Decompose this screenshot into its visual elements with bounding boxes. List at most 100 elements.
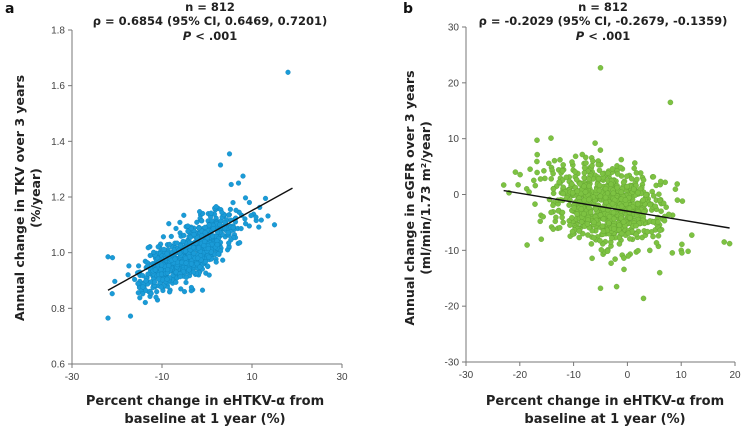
data-point <box>188 261 195 267</box>
data-point <box>534 151 540 158</box>
data-point <box>598 247 605 253</box>
data-point <box>537 176 544 182</box>
data-point <box>578 206 585 212</box>
data-point <box>168 233 174 239</box>
data-point <box>173 225 179 232</box>
x-tick-label: -10 <box>566 370 581 381</box>
data-point <box>219 209 225 216</box>
data-point <box>156 276 162 282</box>
data-point <box>534 158 540 165</box>
panel-label-b: b <box>403 1 413 17</box>
data-point <box>614 171 621 177</box>
data-point <box>581 170 588 176</box>
data-point <box>616 241 623 247</box>
regression-line <box>107 187 293 291</box>
data-point <box>647 247 653 254</box>
data-point <box>179 259 185 265</box>
data-point <box>214 242 220 248</box>
data-point <box>181 212 187 218</box>
data-point <box>633 223 639 229</box>
x-tick-label: 10 <box>246 372 258 383</box>
data-point <box>215 251 221 257</box>
data-point <box>653 240 660 246</box>
data-point <box>569 214 575 221</box>
y-tick-label: 1.2 <box>51 193 65 204</box>
data-point <box>532 201 538 207</box>
data-point <box>237 240 243 246</box>
data-point <box>153 294 159 300</box>
data-point <box>532 182 539 189</box>
data-point <box>159 262 165 268</box>
data-point <box>199 218 205 224</box>
data-point <box>152 279 158 285</box>
data-point <box>650 233 656 240</box>
data-point <box>655 219 661 225</box>
data-point <box>181 232 187 238</box>
data-point <box>658 208 664 214</box>
data-point <box>154 289 160 295</box>
data-point <box>597 237 603 244</box>
data-point <box>180 238 186 244</box>
data-point <box>635 201 641 207</box>
data-point <box>206 254 212 260</box>
data-point <box>188 284 194 291</box>
y-ticks: 0.6 0.8 1.0 1.2 1.4 1.6 1.8 <box>51 26 72 371</box>
data-point <box>617 164 624 171</box>
data-point <box>576 234 582 241</box>
data-point <box>183 274 189 280</box>
data-point <box>656 191 662 197</box>
data-point <box>253 214 259 220</box>
data-point <box>689 232 695 238</box>
data-point <box>624 173 630 180</box>
data-point <box>238 226 244 232</box>
data-point <box>183 279 189 286</box>
data-point <box>586 196 592 203</box>
data-point <box>569 189 576 196</box>
data-point <box>604 248 611 254</box>
data-point <box>127 313 134 319</box>
x-ticks: -30 -10 10 30 <box>65 364 348 383</box>
data-point <box>560 190 566 197</box>
data-point <box>553 214 559 221</box>
data-point <box>109 255 116 261</box>
data-point <box>597 285 604 292</box>
data-point <box>602 194 609 201</box>
data-point <box>208 210 214 216</box>
data-point <box>190 245 197 251</box>
data-point <box>256 224 262 230</box>
data-point <box>626 205 633 212</box>
p-rest: < .001 <box>191 29 237 43</box>
data-point <box>674 181 680 187</box>
data-point <box>226 240 232 246</box>
data-point <box>248 213 254 219</box>
data-point <box>226 212 232 218</box>
annotation-rho: ρ = 0.6854 (95% CI, 0.6469, 0.7201) <box>93 14 328 28</box>
data-point <box>633 231 639 238</box>
data-point <box>201 243 207 249</box>
data-point <box>582 189 589 195</box>
data-point <box>551 157 558 164</box>
data-point <box>136 263 142 269</box>
data-point <box>679 250 685 256</box>
data-point <box>588 241 595 247</box>
data-point <box>191 231 197 238</box>
data-point <box>145 271 151 277</box>
data-point <box>105 254 111 260</box>
data-point <box>667 99 674 106</box>
data-point <box>627 215 633 221</box>
data-point <box>672 186 679 192</box>
data-point <box>174 240 180 246</box>
panel-a: a n = 812 ρ = 0.6854 (95% CI, 0.6469, 0.… <box>5 0 348 427</box>
data-point <box>586 176 592 182</box>
data-point <box>610 209 617 216</box>
data-point <box>616 222 622 228</box>
data-point <box>634 176 640 183</box>
data-point <box>657 197 663 204</box>
data-point <box>531 177 537 184</box>
data-point <box>183 255 189 261</box>
data-point <box>125 272 131 278</box>
y-ticks: -30 -20 -10 0 10 20 30 <box>445 23 466 369</box>
data-point <box>185 228 191 234</box>
data-point <box>246 223 252 229</box>
data-point <box>631 186 637 192</box>
